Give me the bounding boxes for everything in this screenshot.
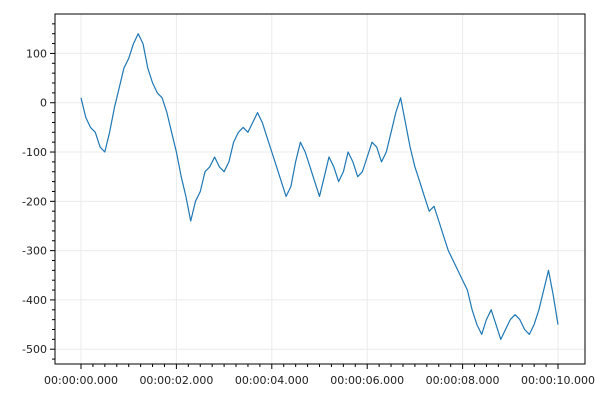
- x-tick-label: 00:00:02.000: [139, 374, 213, 387]
- axes: 00:00:00.000 00:00:02.000 00:00:04.000 00:0…: [22, 23, 595, 387]
- series-line: [80, 33, 559, 340]
- x-tick-label: 00:00:06.000: [330, 374, 404, 387]
- series-layer: [80, 33, 559, 340]
- x-tick-label: 00:00:08.000: [426, 374, 500, 387]
- y-tick-label: 0: [40, 97, 47, 110]
- y-tick-label: 100: [26, 47, 47, 60]
- y-tick-label: -200: [22, 195, 47, 208]
- y-tick-label: -300: [22, 245, 47, 258]
- x-tick-label: 00:00:04.000: [235, 374, 309, 387]
- plot-background: [55, 14, 585, 364]
- x-tick-label: 00:00:10.000: [521, 374, 595, 387]
- y-tick-label: -500: [22, 343, 47, 356]
- y-tick-label: -400: [22, 294, 47, 307]
- grid-lines: [55, 14, 585, 364]
- y-tick-label: -100: [22, 146, 47, 159]
- x-tick-label: 00:00:00.000: [44, 374, 118, 387]
